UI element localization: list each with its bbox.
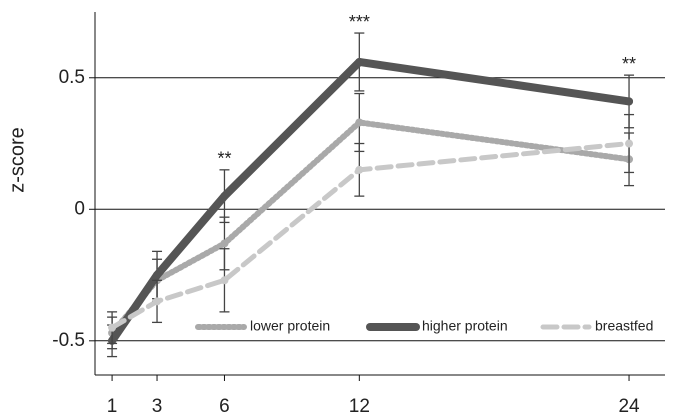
x-tick-label: 1 [107,396,118,417]
x-tick-label: 3 [152,396,163,417]
annotation: ** [622,54,636,74]
point [355,165,364,174]
point [220,276,229,285]
point [625,139,634,148]
y-tick-label: -0.5 [52,330,85,351]
point [220,239,229,248]
x-tick-label: 24 [618,396,640,417]
series-line [108,57,634,345]
legend-label: higher protein [422,318,508,334]
legend-label: lower protein [250,318,330,334]
point [153,271,162,280]
point [153,297,162,306]
point [355,118,364,127]
legend-label: breastfed [595,318,653,334]
annotation: *** [349,12,370,32]
y-tick-label: 0 [74,198,85,219]
series-line [109,119,633,336]
point [108,323,117,332]
point [220,192,229,201]
y-axis-label: z-score [6,127,28,193]
x-tick-label: 6 [219,396,230,417]
annotation: ** [217,149,231,169]
y-tick-label: 0.5 [59,67,85,88]
x-tick-label: 12 [349,396,370,417]
point [625,97,634,106]
series-line [109,141,632,331]
point [355,57,364,66]
